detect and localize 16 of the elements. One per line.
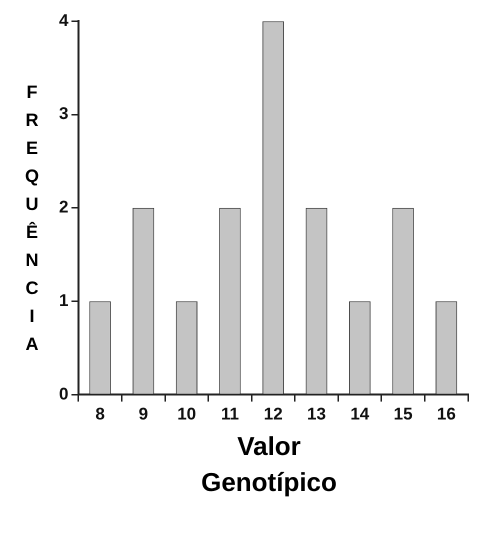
x-axis-title: Valor Genotípico (200, 430, 338, 499)
y-tick-label: 2 (58, 198, 68, 217)
x-tick-label: 13 (307, 404, 326, 424)
x-tick-label: 14 (350, 404, 370, 424)
y-tick-label: 4 (58, 10, 69, 30)
y-tick-label: 0 (58, 384, 68, 404)
x-tick-label: 10 (177, 404, 196, 424)
x-tick-label: 11 (220, 404, 239, 424)
x-tick-label: 12 (264, 404, 283, 424)
x-tick-label: 9 (138, 404, 148, 424)
y-tick-label: 1 (58, 290, 68, 310)
x-tick-label: 8 (95, 404, 105, 424)
x-tick-label: 15 (394, 404, 413, 424)
x-tick-label: 16 (436, 404, 456, 424)
text: FREQUÊNCIA (24, 82, 39, 354)
y-tick-label: 3 (58, 104, 68, 124)
